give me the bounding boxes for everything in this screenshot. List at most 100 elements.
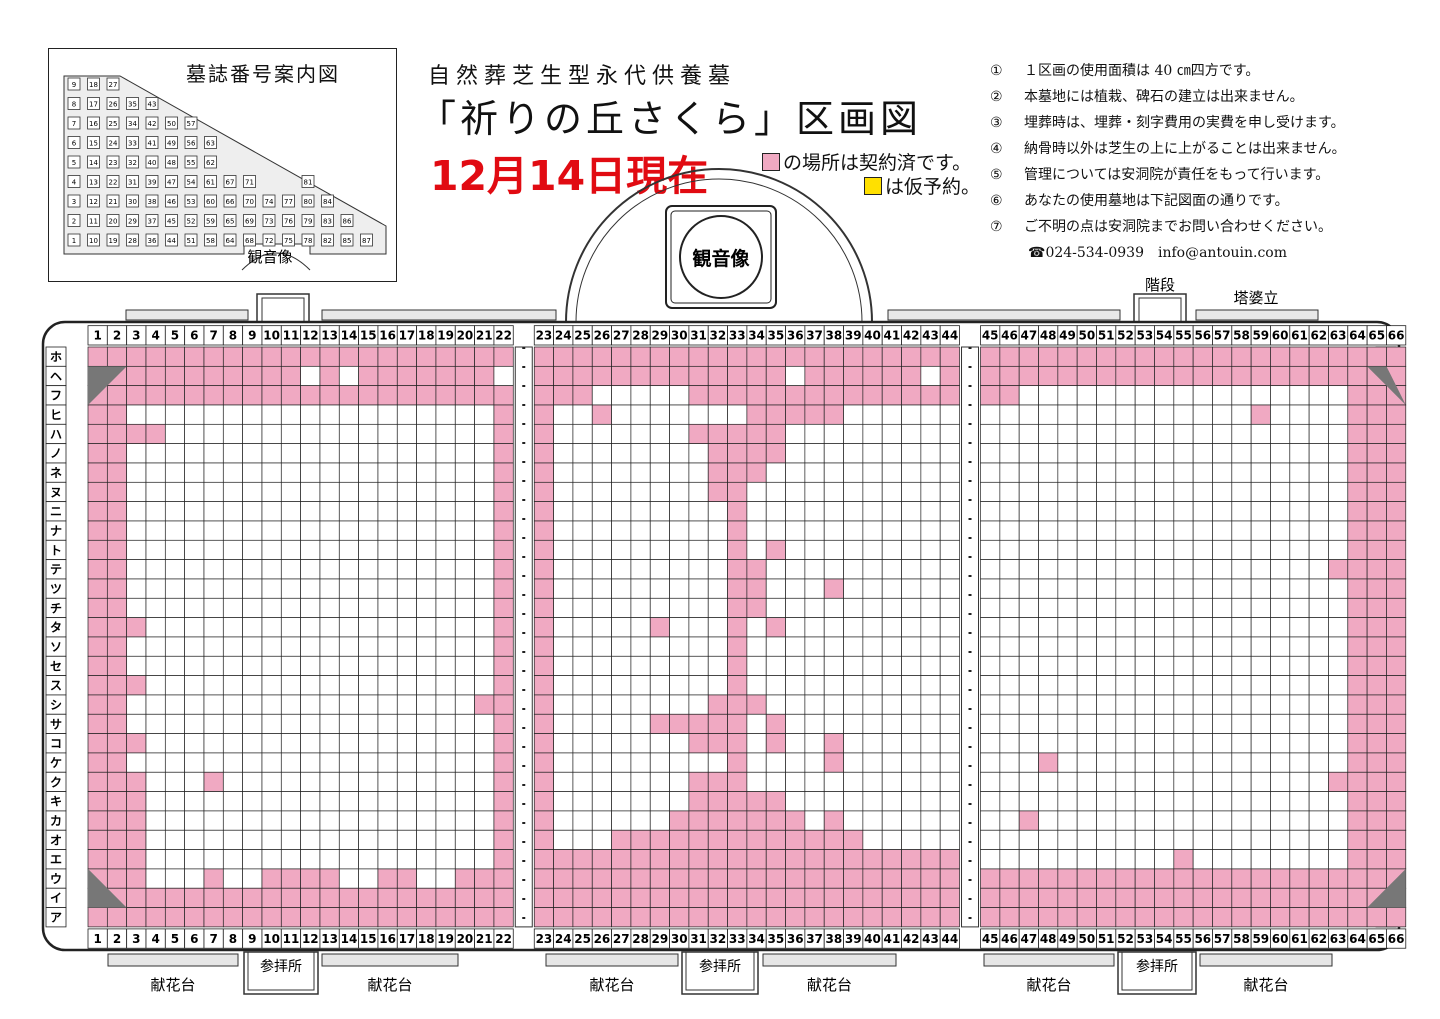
plot-cell [1038, 907, 1059, 928]
plot-cell [939, 636, 960, 657]
plot-cell [396, 346, 417, 367]
plot-cell [804, 771, 825, 792]
column-number: 5 [171, 932, 179, 946]
index-cell [126, 116, 139, 130]
index-cell [87, 175, 100, 188]
plot-cell [999, 481, 1020, 502]
plot-cell [242, 346, 263, 367]
plot-cell [649, 404, 670, 425]
index-cell [243, 233, 256, 247]
plot-cell [572, 694, 593, 715]
plot-cell [184, 423, 205, 445]
plot-cell [707, 713, 728, 734]
plot-cell [396, 636, 417, 657]
plot-cell [1308, 771, 1329, 792]
plot-cell [669, 694, 690, 715]
plot-cell [1096, 617, 1117, 638]
plot-cell [164, 462, 186, 483]
plot-cell [649, 791, 670, 812]
plot-cell [1096, 655, 1117, 676]
plot-cell [901, 578, 922, 599]
plot-cell [280, 829, 301, 850]
plot-cell [1192, 404, 1213, 425]
plot-cell [358, 578, 379, 599]
plot-cell [765, 365, 786, 387]
plot-cell [785, 752, 806, 773]
plot-cell [126, 733, 147, 754]
plot-cell [533, 791, 554, 812]
plot-cell [591, 443, 612, 464]
plot-cell [1115, 868, 1136, 889]
plot-cell [1328, 501, 1349, 522]
plot-cell [533, 829, 554, 850]
plot-cell [553, 694, 574, 715]
plot-cell [435, 481, 456, 502]
plot-cell [1212, 675, 1233, 696]
plot-cell [843, 462, 864, 483]
plot-cell [1386, 481, 1407, 502]
plot-cell [688, 752, 709, 773]
column-number: 17 [399, 932, 416, 946]
column-number: 20 [457, 932, 474, 946]
column-number: 28 [632, 932, 649, 946]
plot-cell [435, 520, 456, 541]
plot-cell [765, 520, 786, 541]
plot-cell [727, 713, 748, 734]
row-label: ト [50, 543, 62, 557]
plot-cell [416, 868, 437, 889]
column-number: 15 [360, 329, 377, 343]
plot-cell [454, 365, 475, 387]
worship-label: 参拝所 [1136, 958, 1178, 975]
plot-cell [765, 462, 786, 483]
plot-cell [126, 675, 147, 696]
plot-cell [1154, 655, 1175, 676]
column-number: 30 [671, 329, 688, 343]
plot-cell [164, 887, 186, 908]
plot-cell [261, 520, 282, 541]
plot-cell [261, 404, 282, 425]
row-label: シ [50, 698, 62, 712]
plot-cell [319, 539, 340, 560]
plot-cell [804, 617, 825, 638]
plot-cell [553, 771, 574, 792]
plot-cell [630, 694, 651, 715]
plot-cell [1096, 791, 1117, 812]
plot-cell [630, 346, 651, 367]
index-cell-number: 74 [265, 198, 274, 206]
plot-cell [572, 539, 593, 560]
plot-cell [1231, 501, 1252, 522]
plot-cell [1173, 443, 1194, 464]
plot-cell [203, 404, 224, 425]
index-cell [106, 214, 120, 227]
plot-cell [1289, 404, 1310, 425]
column-number: 65 [1368, 329, 1385, 343]
plot-cell [1076, 829, 1097, 850]
plot-cell [746, 365, 767, 387]
plot-cell [261, 617, 282, 638]
plot-cell [184, 501, 205, 522]
plot-cell [493, 559, 514, 580]
column-number: 52 [1117, 329, 1134, 343]
index-cell-number: 17 [89, 101, 98, 109]
plot-cell [1366, 617, 1387, 638]
plot-cell [746, 655, 767, 676]
plot-cell [1115, 617, 1136, 638]
plot-cell [707, 597, 728, 618]
plot-cell [377, 829, 398, 850]
plot-cell [1173, 346, 1194, 367]
plot-cell [222, 752, 243, 773]
plot-cell [261, 675, 282, 696]
plot-cell [881, 887, 902, 908]
index-cell-number: 51 [187, 237, 196, 245]
plot-cell [319, 868, 340, 889]
plot-cell [920, 365, 941, 387]
plot-cell [1231, 365, 1252, 387]
plot-cell [1289, 713, 1310, 734]
plot-cell [1192, 597, 1213, 618]
plot-cell [630, 443, 651, 464]
plot-cell [630, 481, 651, 502]
plot-cell [765, 907, 786, 928]
plot-cell [881, 404, 902, 425]
plot-cell [1173, 520, 1194, 541]
plot-cell [416, 791, 437, 812]
